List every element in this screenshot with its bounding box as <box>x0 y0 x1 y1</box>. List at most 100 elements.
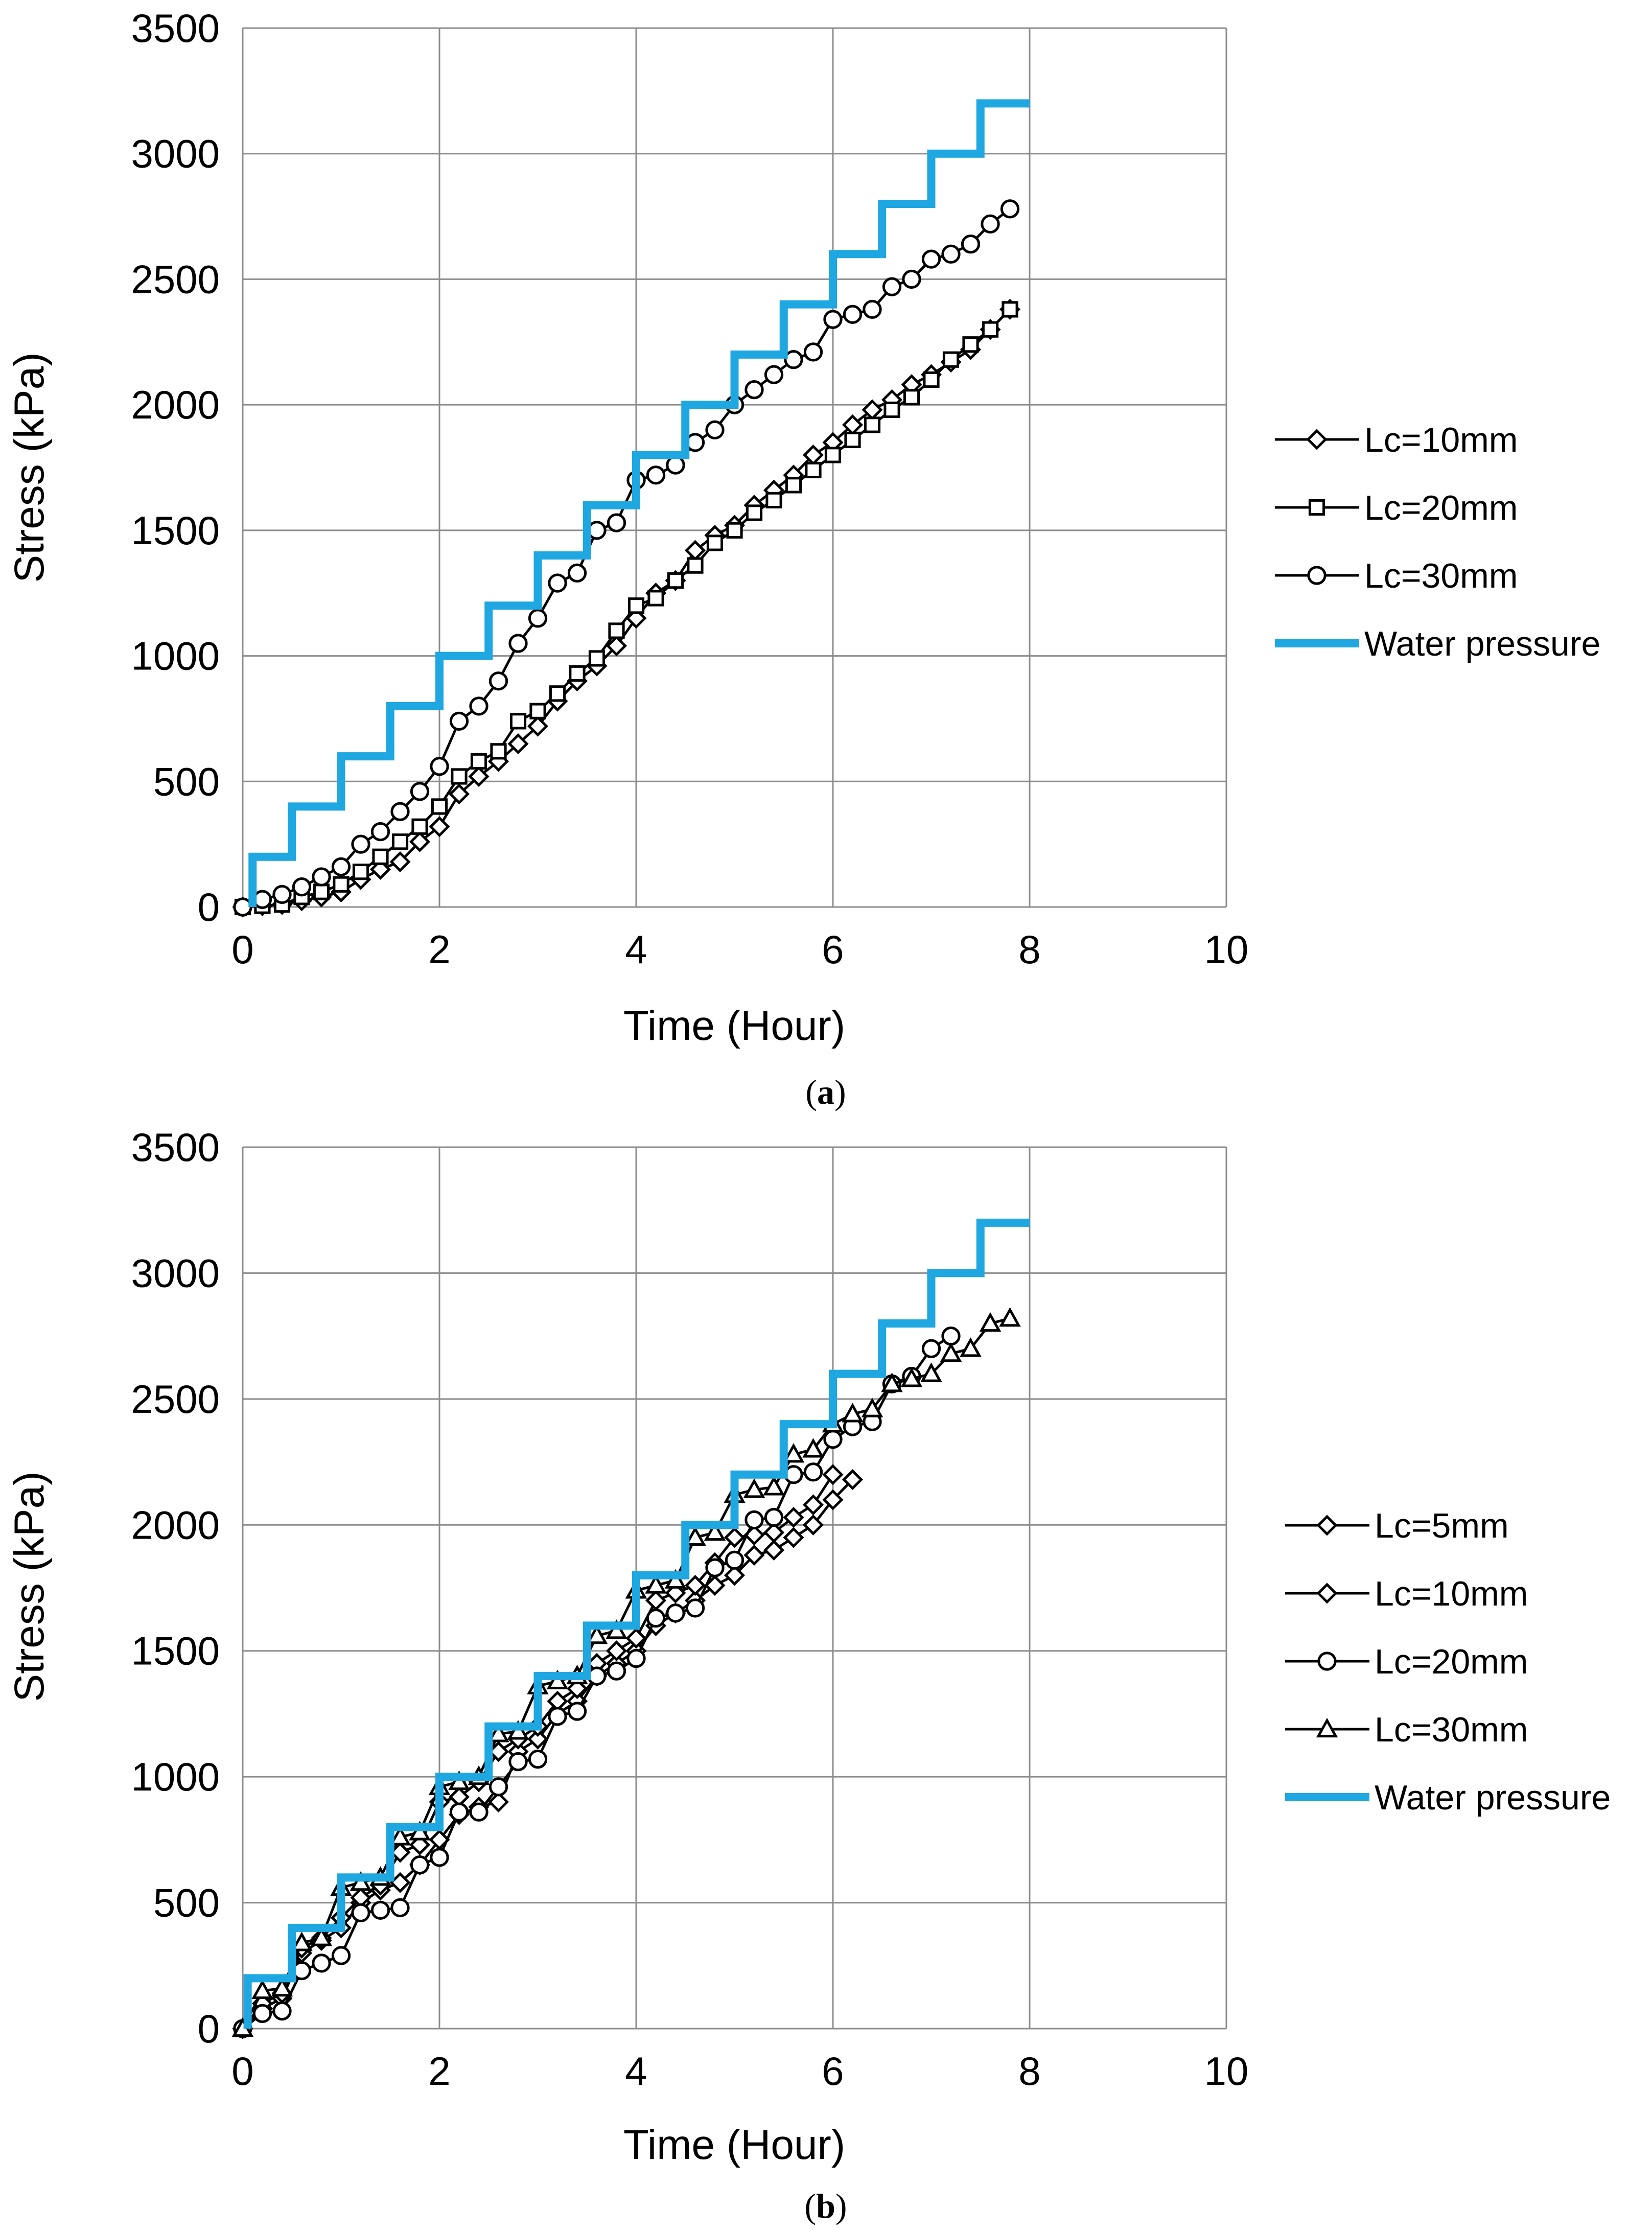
series-b-lc-30mm-point <box>900 1367 923 1387</box>
legend-item-b-0: Lc=5mm <box>1285 1506 1509 1545</box>
panel-caption-a: (a) <box>805 1073 846 1111</box>
series-b-lc-20mm-point <box>410 1855 430 1875</box>
series-a-lc-20mm-point <box>549 685 566 702</box>
series-b-lc-20mm-point <box>803 1462 823 1482</box>
series-a-lc-20mm-point <box>1002 301 1018 318</box>
series-a-lc-10mm-point <box>468 765 490 787</box>
y-tick-label-a: 500 <box>153 759 220 804</box>
series-b-lc-30mm-point <box>782 1443 805 1463</box>
y-tick-label-a: 2000 <box>131 382 220 427</box>
series-b-lc-10mm-point <box>606 1640 627 1662</box>
series-a-lc-30mm-point <box>567 563 587 583</box>
x-tick-label-a: 4 <box>625 927 647 972</box>
series-a-lc-20mm-point <box>627 597 645 614</box>
series-b-lc-30mm-point <box>960 1337 982 1357</box>
series-a-lc-20mm-point <box>411 818 428 835</box>
x-tick-label-b: 8 <box>1018 2049 1040 2094</box>
y-tick-label-b: 500 <box>153 1880 220 1925</box>
legend-label: Lc=30mm <box>1375 1710 1528 1749</box>
series-a-lc-30mm-point <box>863 299 882 319</box>
series-a-lc-30mm-point <box>351 834 370 854</box>
series-b-lc-20mm-point <box>488 1777 508 1797</box>
series-b-water-pressure <box>243 1218 1030 2029</box>
series-b-lc-20mm-point <box>449 1802 469 1822</box>
series-b-lc-20mm-point <box>626 1648 646 1668</box>
series-a-lc-20mm-point <box>431 798 448 815</box>
chart-panel-b: 0 500 1000 1500 2000 2500 3000 3500 0 2 4 6 8 10 Time… <box>6 1125 1611 2225</box>
series-a-lc-30mm-point <box>882 277 902 296</box>
series-a-lc-30mm-point <box>331 857 351 877</box>
series-b-lc-10mm-point <box>724 1527 746 1548</box>
gridlines-b <box>242 1146 1227 2030</box>
series-b-lc-5mm-point <box>724 1565 746 1586</box>
legend-label: Lc=30mm <box>1364 556 1518 595</box>
series-b-lc-20mm-point <box>941 1326 961 1346</box>
series-a-lc-10mm-point <box>429 816 450 838</box>
series-a-lc-20mm-point <box>706 534 724 551</box>
legend-label: Lc=10mm <box>1364 421 1518 459</box>
series-b-lc-20mm-point <box>607 1661 626 1681</box>
series-b-lc-30mm-point <box>999 1307 1021 1327</box>
series-b-lc-30mm-point <box>979 1312 1002 1332</box>
series-a-lc-30mm-point <box>941 244 961 264</box>
x-tick-label-b: 2 <box>428 2049 450 2094</box>
series-b-lc-5mm-point <box>842 1469 864 1491</box>
series-b-lc-30mm-point <box>940 1342 962 1362</box>
series-b-lc-30mm-point <box>507 1720 529 1740</box>
y-tick-label-b: 2500 <box>131 1377 220 1422</box>
series-a-lc-20mm-point <box>687 557 704 574</box>
series-a-lc-20mm-point <box>333 876 350 893</box>
x-tick-label-a: 6 <box>822 927 844 972</box>
series-a-lc-30mm-point <box>390 802 410 821</box>
series-a-lc-30mm-point <box>705 420 725 439</box>
legend-swatch-marker <box>1316 1515 1338 1536</box>
series-a-lc-20mm-point <box>726 522 743 539</box>
series-b-lc-5mm-point <box>487 1791 509 1812</box>
series-b-lc-20mm-point <box>725 1550 744 1570</box>
x-tick-label-a: 8 <box>1018 927 1040 972</box>
series-b-lc-5mm-point <box>783 1527 804 1548</box>
series-b-lc-30mm-point <box>310 1926 333 1946</box>
series-a-lc-20mm-point <box>785 477 802 494</box>
legend-swatch-marker <box>1307 566 1327 585</box>
series-a-lc-30mm-point <box>430 757 449 776</box>
panel-caption-label-a: a <box>817 1073 834 1111</box>
series-b-lc-10mm-point <box>625 1627 647 1649</box>
x-tick-label-a: 2 <box>428 927 450 972</box>
series-a-lc-30mm-point <box>961 234 981 254</box>
series-a-lc-20mm-point <box>372 848 389 865</box>
panel-caption-label-b: b <box>816 2187 835 2225</box>
series-a-lc-20mm-point <box>569 665 586 682</box>
series-b-lc-10mm-point <box>665 1582 686 1603</box>
series-a-lc-10mm-point <box>527 715 549 737</box>
series-b-lc-20mm-point <box>430 1848 449 1867</box>
series-a-lc-30mm-point <box>666 455 685 475</box>
series-a-lc-30mm-point <box>508 634 528 653</box>
series-b-lc-30mm-point <box>664 1569 687 1589</box>
series-a-lc-30mm-point <box>312 867 331 887</box>
series-b-lc-30mm-point <box>802 1438 824 1458</box>
legend-item-a-0: Lc=10mm <box>1275 421 1518 459</box>
series-b-lc-10mm-point <box>783 1506 804 1528</box>
series-b-lc-30mm-point <box>487 1723 509 1742</box>
x-tick-label-b: 10 <box>1204 2049 1249 2094</box>
legend-item-a-1: Lc=20mm <box>1275 489 1518 527</box>
series-a-lc-30mm-point <box>1000 199 1020 219</box>
legend-item-b-4: Water pressure <box>1285 1778 1611 1817</box>
series-b-lc-30mm-point <box>291 1932 313 1951</box>
series-a-lc-20mm-point <box>529 703 546 719</box>
series-a-lc-30mm-point <box>803 342 823 362</box>
legend-label: Lc=5mm <box>1375 1506 1509 1545</box>
series-a-lc-20mm-point <box>647 590 664 607</box>
legend-label: Lc=20mm <box>1364 489 1518 527</box>
series-a-lc-10mm-point <box>389 851 411 873</box>
series-a-lc-20mm-point <box>962 336 979 353</box>
series-a-lc-30mm-point <box>823 310 843 329</box>
series-a <box>232 99 1030 918</box>
series-b-lc-30mm-point <box>546 1669 569 1689</box>
legend-label: Water pressure <box>1364 624 1600 663</box>
series-b-lc-30mm-point <box>271 1977 293 1997</box>
series-a-lc-10mm-point <box>448 783 470 805</box>
legend-item-a-3: Water pressure <box>1275 624 1600 663</box>
